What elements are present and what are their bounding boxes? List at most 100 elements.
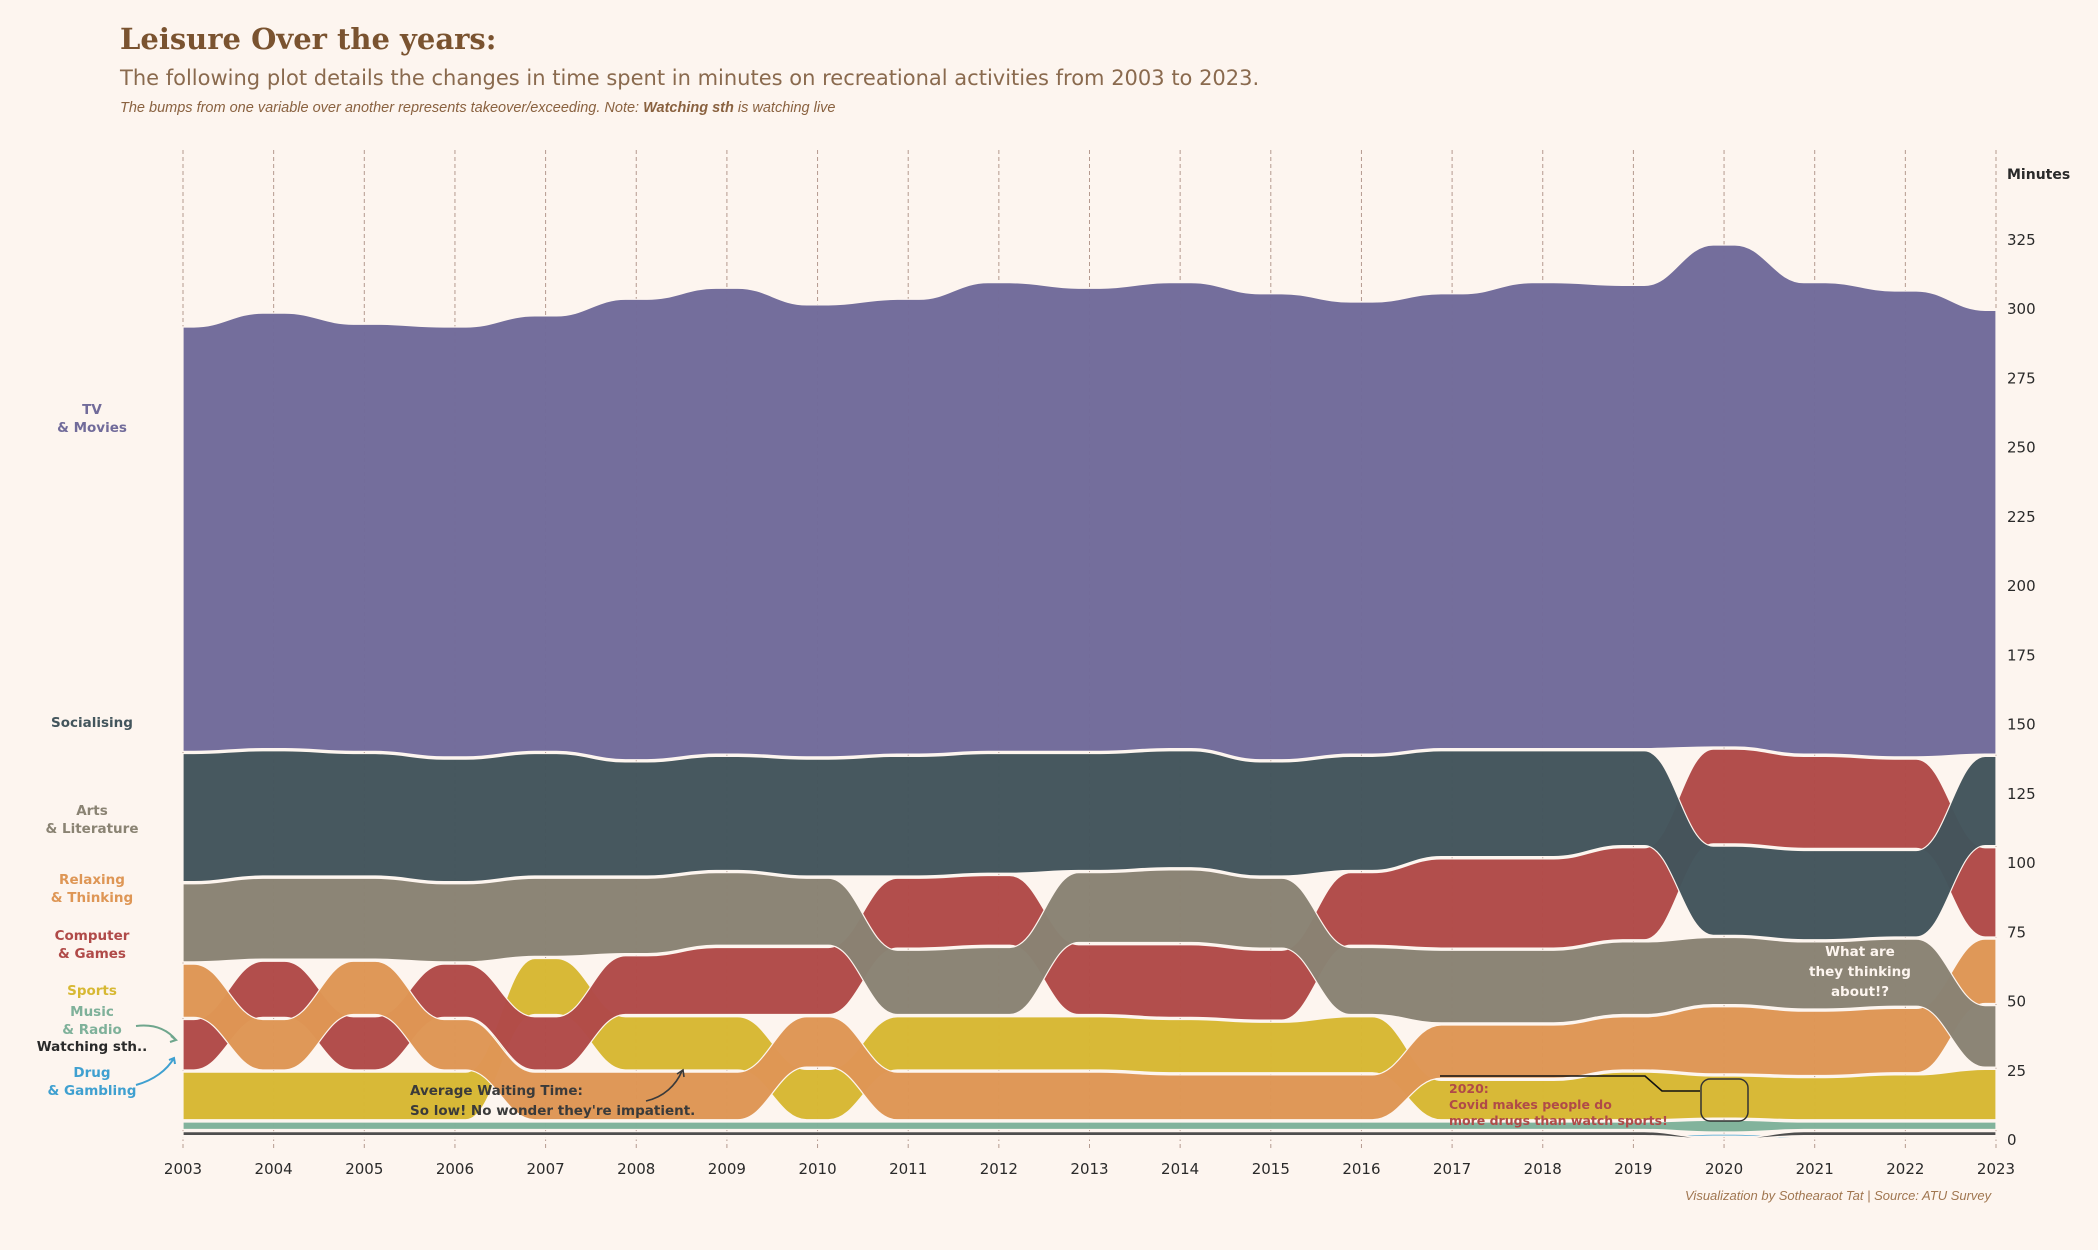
annotation-line: about!? (1831, 984, 1889, 1000)
label-line: Relaxing (59, 872, 125, 888)
x-tick-2021: 2021 (1796, 1160, 1834, 1178)
label-line: & Gambling (48, 1083, 137, 1099)
x-tick-2018: 2018 (1524, 1160, 1562, 1178)
y-tick-150: 150 (2007, 716, 2036, 734)
x-tick-2009: 2009 (708, 1160, 746, 1178)
annotation-line: they thinking (1809, 964, 1911, 980)
y-tick-200: 200 (2007, 577, 2036, 595)
y-tick-325: 325 (2007, 231, 2036, 249)
label-watching: Watching sth.. (37, 1039, 148, 1055)
label-line: Drug (73, 1065, 110, 1081)
label-drug: Drug & Gambling (48, 1065, 137, 1099)
credit-line: Visualization by Sothearaot Tat | Source… (1685, 1188, 1992, 1203)
label-line: Computer (55, 928, 130, 944)
chart-title: Leisure Over the years: (120, 22, 497, 56)
x-tick-2017: 2017 (1433, 1160, 1471, 1178)
y-tick-175: 175 (2007, 646, 2036, 664)
label-line: Music (70, 1004, 114, 1020)
label-tv: TV & Movies (57, 402, 127, 436)
x-tick-2016: 2016 (1342, 1160, 1380, 1178)
label-arts: Arts & Literature (46, 803, 139, 837)
annotation-line: Average Waiting Time: (410, 1083, 583, 1099)
label-sports: Sports (67, 983, 117, 999)
annotation-line: What are (1825, 944, 1895, 960)
x-tick-2013: 2013 (1070, 1160, 1108, 1178)
drug-arrowhead (168, 1056, 176, 1065)
waiting-annotation: Average Waiting Time: So low! No wonder t… (410, 1083, 695, 1119)
label-line: TV (82, 402, 102, 418)
x-tick-2012: 2012 (980, 1160, 1018, 1178)
label-line: Sports (67, 983, 117, 999)
annotation-line: more drugs than watch sports! (1449, 1113, 1668, 1128)
label-line: & Games (58, 946, 126, 962)
label-line: & Movies (57, 420, 127, 436)
covid-connector (1440, 1075, 1700, 1092)
x-tick-2010: 2010 (798, 1160, 836, 1178)
music-arrow (135, 1024, 177, 1041)
y-tick-100: 100 (2007, 854, 2036, 872)
x-tick-2022: 2022 (1886, 1160, 1924, 1178)
band-music (182, 1119, 1997, 1133)
x-tick-2014: 2014 (1161, 1160, 1199, 1178)
chart-note: The bumps from one variable over another… (120, 100, 835, 116)
x-tick-2004: 2004 (255, 1160, 293, 1178)
x-tick-2023: 2023 (1977, 1160, 2015, 1178)
series-labels: Drug & Gambling Watching sth.. Music & Radio… (37, 402, 179, 1099)
band-relaxing (182, 938, 1997, 1121)
y-tick-25: 25 (2007, 1062, 2026, 1080)
y-axis: Minutes 0 25 50 75 100 125 150 175 200 225 250 275 30… (2007, 167, 2070, 1149)
drug-arrow (135, 1057, 175, 1086)
band-social (182, 750, 1997, 941)
waiting-arrowhead (676, 1068, 685, 1078)
label-music: Music & Radio (62, 1004, 122, 1038)
y-axis-label: Minutes (2007, 167, 2070, 183)
annotations: Average Waiting Time: So low! No wonder t… (410, 944, 1911, 1128)
y-tick-225: 225 (2007, 508, 2036, 526)
y-tick-50: 50 (2007, 993, 2026, 1011)
covid-highlight-box (1700, 1078, 1749, 1122)
band-arts (182, 869, 1997, 1068)
music-arrowhead (169, 1035, 179, 1043)
annotation-line: 2020: (1449, 1081, 1489, 1096)
chart-subtitle: The following plot details the changes i… (120, 66, 1260, 90)
x-tick-2011: 2011 (889, 1160, 927, 1178)
annotation-line: Covid makes people do (1449, 1097, 1612, 1112)
band-computer (182, 748, 1997, 1071)
x-tick-2005: 2005 (345, 1160, 383, 1178)
x-tick-2003: 2003 (164, 1160, 202, 1178)
note-suffix: is watching live (733, 100, 836, 116)
x-tick-2019: 2019 (1614, 1160, 1652, 1178)
annotation-line: So low! No wonder they're impatient. (410, 1103, 695, 1119)
y-tick-75: 75 (2007, 923, 2026, 941)
band-watching (182, 1131, 1997, 1140)
label-social: Socialising (51, 715, 133, 731)
note-prefix: The bumps from one variable over another… (120, 100, 644, 116)
x-tick-2015: 2015 (1252, 1160, 1290, 1178)
y-tick-275: 275 (2007, 369, 2036, 387)
label-line: Watching sth.. (37, 1039, 148, 1055)
note-bold: Watching sth (643, 100, 734, 116)
label-computer: Computer & Games (55, 928, 130, 962)
label-line: Socialising (51, 715, 133, 731)
label-relaxing: Relaxing & Thinking (51, 872, 133, 906)
x-tick-2006: 2006 (436, 1160, 474, 1178)
y-tick-250: 250 (2007, 439, 2036, 457)
x-tick-2008: 2008 (617, 1160, 655, 1178)
label-line: & Thinking (51, 890, 133, 906)
x-tick-2020: 2020 (1705, 1160, 1743, 1178)
band-drug (182, 1133, 1997, 1140)
covid-annotation: 2020: Covid makes people do more drugs tha… (1449, 1081, 1668, 1128)
x-tick-2007: 2007 (527, 1160, 565, 1178)
y-tick-300: 300 (2007, 300, 2036, 318)
band-tv (182, 244, 1997, 761)
x-axis: 2003 2004 2005 2006 2007 2008 2009 2010 2011 2012… (164, 1160, 2015, 1178)
label-line: & Literature (46, 821, 139, 837)
y-tick-125: 125 (2007, 785, 2036, 803)
y-tick-0: 0 (2007, 1131, 2017, 1149)
chart-bands (182, 244, 1997, 1140)
label-line: Arts (76, 803, 108, 819)
thinking-annotation: What are they thinking about!? (1809, 944, 1911, 1000)
label-line: & Radio (62, 1022, 122, 1038)
waiting-arrow (645, 1070, 683, 1102)
